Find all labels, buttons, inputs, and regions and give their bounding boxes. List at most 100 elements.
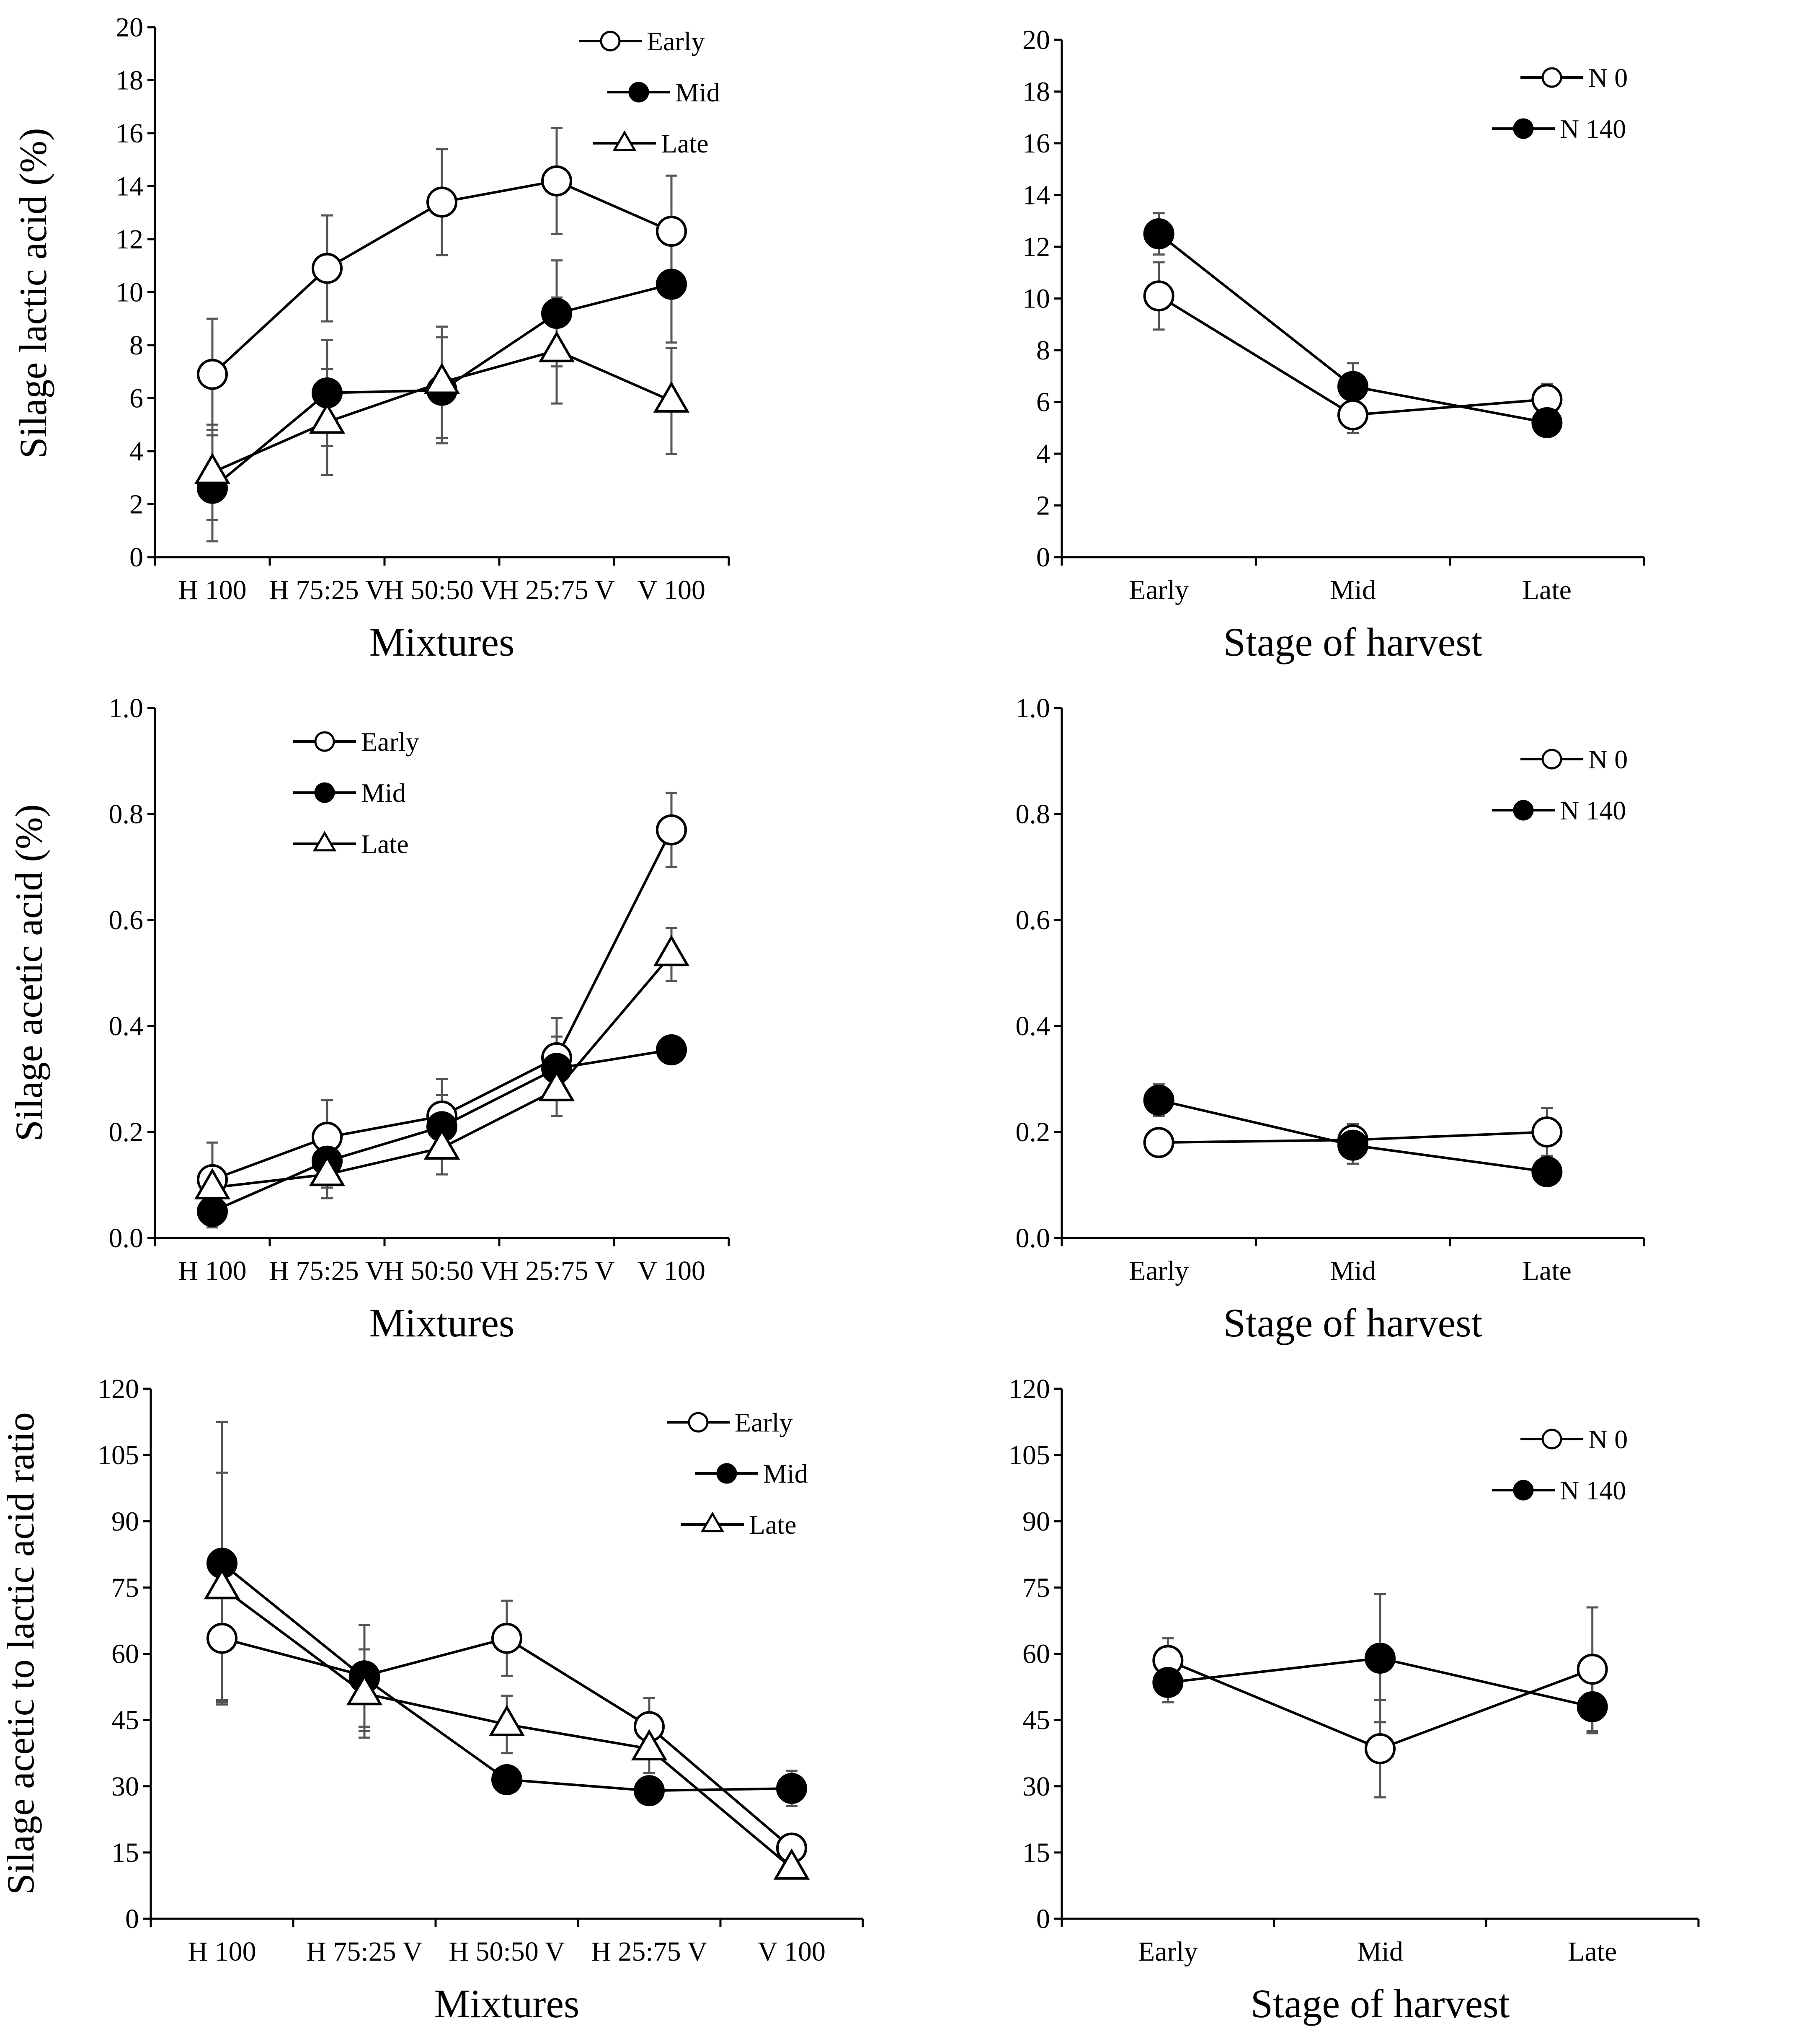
legend: N 0 N 140 xyxy=(1492,744,1628,825)
y-tick-label: 16 xyxy=(1022,128,1050,159)
data-point-n-140 xyxy=(1143,218,1174,250)
x-tick-label: H 75:25 V xyxy=(269,1256,385,1286)
y-tick-label: 10 xyxy=(116,277,143,308)
data-point-n-140 xyxy=(1577,1691,1608,1722)
x-tick-label: Early xyxy=(1129,575,1189,605)
data-point-mid xyxy=(776,1773,807,1804)
legend: N 0 N 140 xyxy=(1492,1424,1628,1505)
data-point-n-0 xyxy=(1365,1733,1396,1765)
y-tick-label: 15 xyxy=(111,1837,139,1868)
legend: Early Mid Late xyxy=(667,1408,808,1540)
data-point-n-0 xyxy=(1337,399,1368,431)
x-tick-label: V 100 xyxy=(758,1936,826,1967)
data-point-n-0 xyxy=(1577,1654,1608,1685)
y-tick-label: 12 xyxy=(1022,232,1050,262)
y-tick-label: 20 xyxy=(1022,25,1050,55)
y-tick-label: 18 xyxy=(1022,77,1050,107)
y-tick-label: 30 xyxy=(1022,1771,1050,1802)
y-tick-label: 0.0 xyxy=(109,1223,144,1253)
chart-panel-ratio-stage: 0 15 30 45 60 75 90 105 120 Early Mid Late Stage of … xyxy=(1009,1374,1700,2026)
data-point-late xyxy=(309,1155,346,1186)
y-tick-label: 0.2 xyxy=(109,1117,144,1147)
legend-label: N 0 xyxy=(1588,744,1628,774)
data-point-n-140 xyxy=(1337,371,1368,402)
x-tick-label: Late xyxy=(1568,1936,1617,1967)
y-tick-label: 20 xyxy=(116,12,143,43)
x-axis-title: Mixtures xyxy=(369,620,515,664)
data-point-n-0 xyxy=(1143,280,1174,312)
y-tick-label: 8 xyxy=(1036,335,1050,366)
y-tick-label: 0 xyxy=(1036,1904,1050,1934)
y-tick-label: 8 xyxy=(129,330,143,361)
y-tick-label: 0.6 xyxy=(1016,905,1050,935)
x-axis-title: Mixtures xyxy=(434,1981,580,2026)
chart-panel-lactic-stage: 0 2 4 6 8 10 12 14 16 18 20 Early Mid Late Stage of ha… xyxy=(1022,25,1645,664)
y-tick-label: 30 xyxy=(111,1771,139,1802)
data-point-n-140 xyxy=(1531,407,1563,438)
y-tick-label: 18 xyxy=(116,65,143,96)
x-tick-label: H 100 xyxy=(188,1936,256,1967)
legend-marker-open-circle-icon xyxy=(1541,1429,1562,1450)
legend-marker-filled-circle-icon xyxy=(716,1463,737,1484)
legend-label: N 140 xyxy=(1560,796,1626,825)
x-tick-label: H 100 xyxy=(178,575,246,605)
data-point-early xyxy=(656,216,687,247)
y-tick-label: 0.2 xyxy=(1016,1117,1050,1147)
y-tick-label: 105 xyxy=(1009,1440,1050,1470)
chart-panel-lactic-mixtures: 0 2 4 6 8 10 12 14 16 18 20 H 100 H 75:25 VH 50:50 V… xyxy=(12,12,730,664)
legend-marker-open-circle-icon xyxy=(314,731,335,752)
y-tick-label: 0 xyxy=(129,542,143,573)
chart-panel-ratio-mixtures: 0 15 30 45 60 75 90 105 120 H 100 H 75:25 V H 50:50… xyxy=(0,1374,864,2026)
legend-label: Late xyxy=(361,829,409,859)
data-point-mid xyxy=(197,1196,228,1227)
legend-marker-filled-circle-icon xyxy=(314,782,335,803)
x-tick-label: Early xyxy=(1138,1936,1198,1967)
y-axis-title: Silage acetic acid (%) xyxy=(8,804,50,1142)
y-tick-label: 60 xyxy=(111,1639,139,1669)
data-point-late xyxy=(538,331,575,362)
data-point-mid xyxy=(541,298,572,329)
x-tick-label: H 50:50 V xyxy=(384,1256,500,1286)
data-point-early xyxy=(206,1623,237,1654)
data-point-early xyxy=(656,814,687,845)
data-point-late xyxy=(653,381,690,413)
y-tick-label: 12 xyxy=(116,224,143,255)
x-tick-label: Late xyxy=(1523,1256,1572,1286)
y-tick-label: 45 xyxy=(1022,1705,1050,1736)
legend-label: Late xyxy=(661,129,709,158)
x-tick-label: H 25:75 V xyxy=(591,1936,707,1967)
y-tick-label: 45 xyxy=(111,1705,139,1736)
y-tick-label: 90 xyxy=(111,1506,139,1537)
y-tick-label: 14 xyxy=(1022,180,1050,211)
legend-marker-open-circle-icon xyxy=(688,1412,709,1433)
y-tick-label: 6 xyxy=(1036,387,1050,418)
legend-label: Mid xyxy=(361,778,406,808)
data-point-early xyxy=(312,253,343,284)
y-tick-label: 2 xyxy=(129,489,143,520)
y-axis-title: Silage lactic acid (%) xyxy=(12,128,54,458)
y-tick-label: 15 xyxy=(1022,1837,1050,1868)
x-tick-label: H 100 xyxy=(178,1256,246,1286)
x-tick-label: H 25:75 V xyxy=(498,1256,614,1286)
data-point-late xyxy=(194,452,231,484)
data-point-n-140 xyxy=(1143,1085,1174,1116)
data-point-early xyxy=(541,165,572,196)
y-tick-label: 0.0 xyxy=(1016,1223,1050,1253)
legend-label: Mid xyxy=(675,78,720,107)
y-tick-label: 105 xyxy=(98,1440,139,1470)
data-point-late xyxy=(423,362,460,394)
y-tick-label: 75 xyxy=(1022,1572,1050,1603)
x-tick-label: V 100 xyxy=(637,1256,705,1286)
x-tick-label: H 75:25 V xyxy=(269,575,385,605)
chart-panel-acetic-mixtures: 0.0 0.2 0.4 0.6 0.8 1.0 H 100 H 75:25 VH 50:50 … xyxy=(8,693,730,1345)
data-point-n-140 xyxy=(1337,1129,1368,1161)
y-tick-label: 4 xyxy=(129,436,143,467)
legend-label: Late xyxy=(749,1510,797,1540)
legend-marker-filled-circle-icon xyxy=(1513,1480,1534,1501)
data-point-n-140 xyxy=(1152,1667,1184,1698)
data-point-mid xyxy=(656,1034,687,1065)
data-point-late xyxy=(538,1070,575,1101)
data-point-mid xyxy=(656,269,687,300)
data-point-early xyxy=(197,359,228,390)
y-tick-label: 120 xyxy=(98,1374,139,1404)
